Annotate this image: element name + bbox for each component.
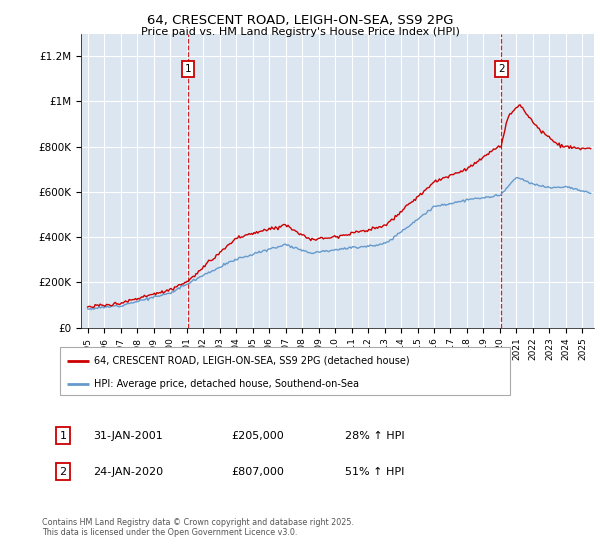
Text: 2: 2 — [59, 466, 67, 477]
Text: £807,000: £807,000 — [231, 466, 284, 477]
Text: 64, CRESCENT ROAD, LEIGH-ON-SEA, SS9 2PG: 64, CRESCENT ROAD, LEIGH-ON-SEA, SS9 2PG — [147, 14, 453, 27]
Text: 1: 1 — [59, 431, 67, 441]
Text: 28% ↑ HPI: 28% ↑ HPI — [345, 431, 404, 441]
Text: 64, CRESCENT ROAD, LEIGH-ON-SEA, SS9 2PG (detached house): 64, CRESCENT ROAD, LEIGH-ON-SEA, SS9 2PG… — [94, 356, 409, 366]
Text: HPI: Average price, detached house, Southend-on-Sea: HPI: Average price, detached house, Sout… — [94, 379, 359, 389]
Text: Contains HM Land Registry data © Crown copyright and database right 2025.
This d: Contains HM Land Registry data © Crown c… — [42, 518, 354, 538]
Text: 2: 2 — [498, 64, 505, 74]
Text: 24-JAN-2020: 24-JAN-2020 — [93, 466, 163, 477]
Text: 1: 1 — [185, 64, 191, 74]
FancyBboxPatch shape — [60, 347, 510, 395]
Text: £205,000: £205,000 — [231, 431, 284, 441]
Text: Price paid vs. HM Land Registry's House Price Index (HPI): Price paid vs. HM Land Registry's House … — [140, 27, 460, 37]
Text: 51% ↑ HPI: 51% ↑ HPI — [345, 466, 404, 477]
Text: 31-JAN-2001: 31-JAN-2001 — [93, 431, 163, 441]
